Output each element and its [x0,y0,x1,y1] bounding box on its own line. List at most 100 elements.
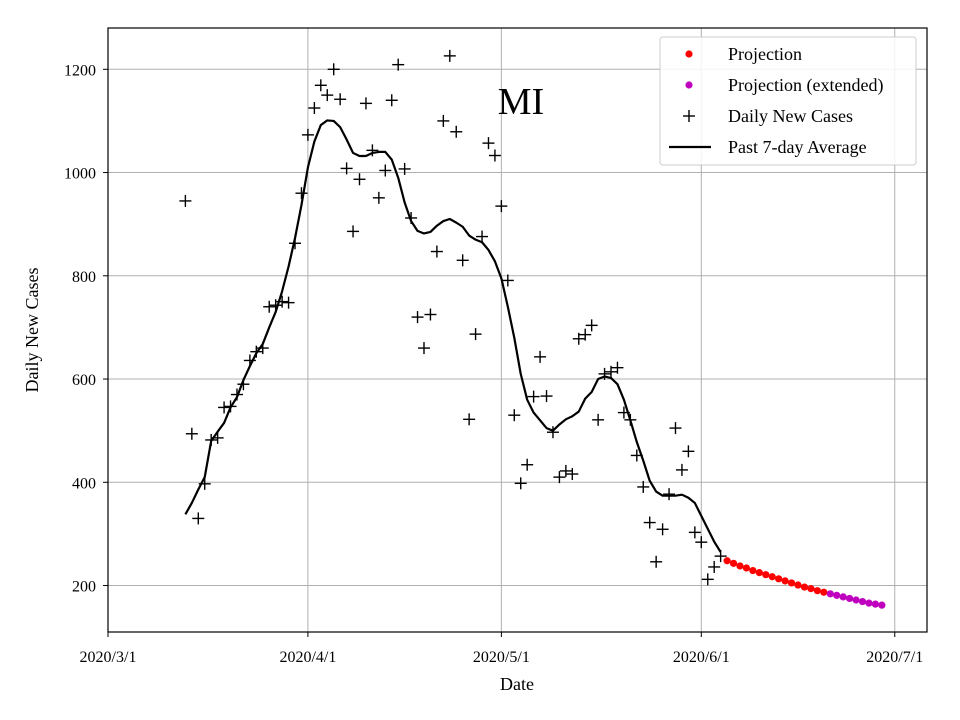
projection-extended-point [826,590,834,598]
projection-extended-point [865,599,873,607]
plot-data [179,49,886,609]
daily-case-point [366,144,379,157]
projection-point [775,575,783,583]
daily-case-point [263,300,276,313]
daily-case-point [437,114,450,127]
plot-frame [107,27,928,633]
daily-case-point [379,164,392,177]
y-axis-label: Daily New Cases [22,268,42,393]
daily-case-point [424,308,437,321]
projection-point [807,585,815,593]
projection-point [800,583,809,591]
daily-case-point [714,550,727,563]
daily-case-point [456,254,469,267]
daily-case-point [243,354,256,367]
projection-extended-point [871,600,880,608]
daily-case-point [314,79,327,92]
daily-case-point [276,295,289,308]
daily-case-point [656,523,669,536]
daily-case-point [669,422,682,435]
daily-case-point [534,350,547,363]
daily-case-point [630,449,643,462]
daily-case-point [637,480,650,493]
daily-case-point [501,274,514,287]
projection-point [820,588,828,596]
daily-case-point [624,413,637,426]
daily-case-point [392,58,405,71]
daily-case-point [211,431,224,444]
projection-extended-point [878,601,886,609]
daily-case-point [295,187,308,200]
daily-case-point [553,471,566,484]
daily-case-point [282,296,295,309]
daily-case-point [405,211,418,224]
daily-case-point [256,342,269,355]
legend-dot-marker [685,81,693,89]
daily-case-point [269,299,282,312]
y-tick-label: 600 [72,372,96,389]
daily-case-point [398,162,411,175]
daily-case-point [482,137,495,150]
projection-point [794,581,802,589]
projection-point [729,559,738,567]
x-tick-label: 2020/6/1 [673,649,730,666]
daily-case-point [411,311,424,324]
projection-point [742,564,751,572]
daily-case-point [301,128,314,141]
daily-case-point [695,536,708,549]
legend-label: Projection [728,44,802,64]
daily-case-point [617,406,630,419]
legend-entry: Projection (extended) [685,75,883,96]
x-tick-label: 2020/3/1 [80,649,137,666]
y-tick-label: 200 [72,579,96,596]
x-tick-label: 2020/5/1 [473,649,530,666]
daily-case-point [430,245,443,258]
axis-ticks: 2020/3/1 2020/4/1 2020/5/1 2020/6/1 2020/7/1… [64,62,923,666]
daily-case-point [224,400,237,413]
projection-extended-point [858,597,867,606]
daily-case-point [598,367,611,380]
projection-point [723,557,731,565]
daily-case-point [308,102,321,115]
daily-case-point [198,477,211,490]
legend-label: Past 7-day Average [728,137,867,157]
daily-case-point [521,458,534,471]
daily-case-point [347,225,360,238]
daily-case-point [701,573,714,586]
daily-case-point [546,426,559,439]
legend-label: Daily New Cases [728,106,853,126]
projection-point [749,566,757,575]
daily-case-point [385,94,398,107]
y-tick-label: 1200 [64,62,96,79]
daily-case-point [605,365,618,378]
daily-case-point [218,401,231,414]
daily-case-point [611,361,624,374]
daily-case-point [334,93,347,106]
projection-point [768,573,776,581]
daily-case-point [514,477,527,490]
daily-case-point [508,409,521,422]
daily-case-point [289,237,302,250]
daily-case-point [250,345,263,358]
daily-case-point [417,342,430,355]
projection-extended-point [846,594,854,603]
daily-case-point [463,413,476,426]
projection-point [813,587,821,595]
legend-box [659,36,917,166]
x-tick-label: 2020/4/1 [279,649,336,666]
projection-point [755,569,763,577]
daily-case-point [179,194,192,207]
daily-case-point [592,413,605,426]
legend-dot-marker [685,50,693,58]
daily-case-point [643,516,656,529]
daily-case-point [469,328,482,341]
daily-case-point [192,512,205,525]
daily-case-point [572,332,585,345]
y-tick-label: 800 [72,269,96,286]
daily-case-point [185,427,198,440]
legend-label: Projection (extended) [728,75,883,96]
daily-case-point [566,468,579,481]
daily-case-point [682,445,695,458]
x-tick-label: 2020/7/1 [866,649,923,666]
